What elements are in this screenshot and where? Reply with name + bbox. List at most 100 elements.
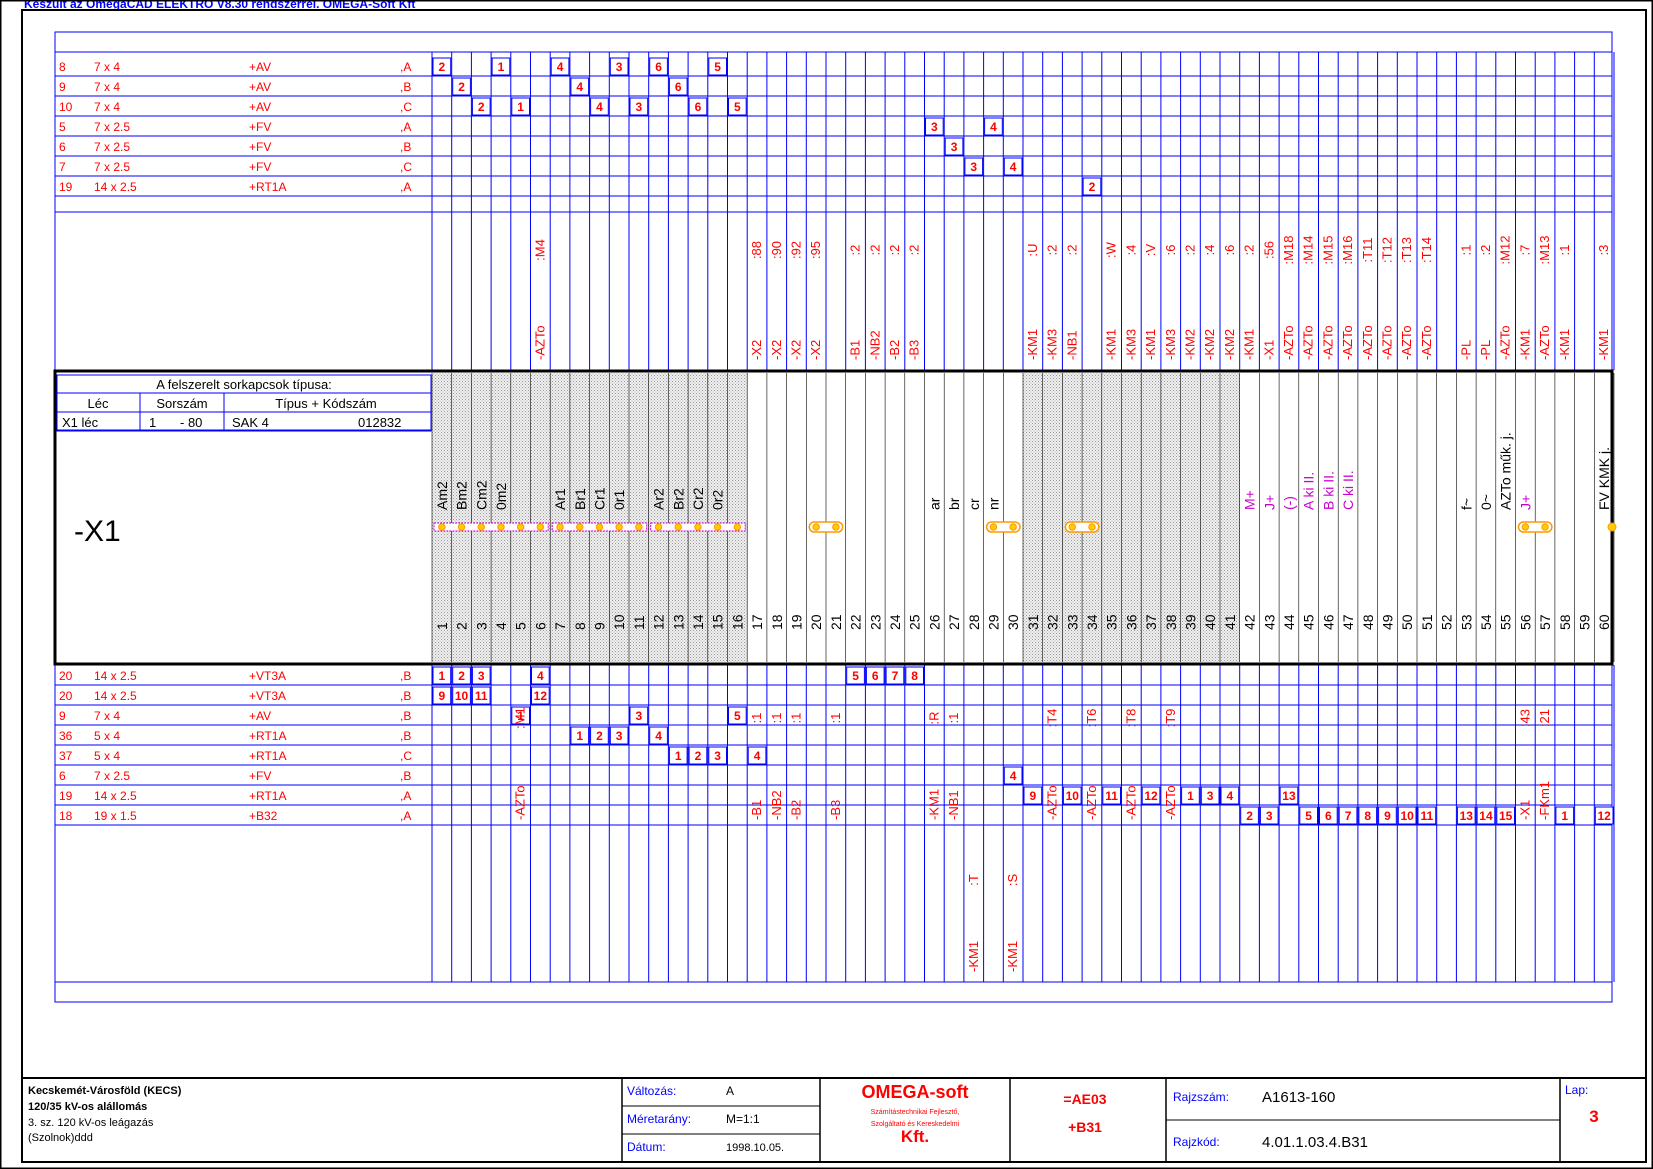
target-pin: :T11 — [1360, 237, 1375, 262]
core-box — [590, 97, 609, 116]
jumper-point — [556, 523, 564, 531]
terminal-number: 53 — [1458, 614, 1474, 630]
drawing-code-label: Rajzkód: — [1173, 1135, 1220, 1149]
terminal-label: ar — [926, 497, 942, 510]
core-number: 12 — [534, 689, 548, 703]
core-number: 1 — [498, 60, 505, 74]
target-pin: :T12 — [1379, 237, 1394, 263]
target-device: -AZTo — [1379, 325, 1394, 360]
core-box — [471, 666, 491, 685]
target-device: -KM1 — [926, 789, 941, 820]
core-box — [511, 706, 530, 725]
target-pin: :T9 — [1163, 709, 1178, 728]
terminal-label: Bm2 — [454, 481, 470, 510]
terminal-number: 42 — [1242, 614, 1258, 630]
terminal-label: Cr1 — [591, 487, 607, 510]
info-type: SAK 4 — [232, 415, 269, 430]
core-box — [885, 666, 905, 685]
core-box — [688, 746, 708, 765]
target-device: -AZTo — [1340, 325, 1355, 360]
cable-number: 20 — [59, 689, 73, 703]
cable-location: +AV — [249, 709, 271, 723]
core-number: 15 — [1499, 809, 1513, 823]
core-number: 6 — [872, 669, 879, 683]
cable-location: +RT1A — [249, 180, 286, 194]
target-device: -X2 — [808, 340, 823, 360]
terminal-label: nr — [985, 497, 1001, 510]
terminal-number: 43 — [1261, 614, 1277, 630]
scale-value: M=1:1 — [726, 1112, 760, 1126]
core-box — [452, 666, 471, 685]
target-pin: :M15 — [1320, 236, 1335, 265]
cable-phase: ,C — [400, 100, 412, 114]
core-box — [1023, 786, 1043, 805]
terminal-number: 22 — [848, 614, 864, 630]
info-title: A felszerelt sorkapcsok típusa: — [156, 377, 332, 392]
target-pin: :T14 — [1419, 237, 1434, 263]
terminal-number: 6 — [532, 622, 548, 630]
core-box — [668, 77, 688, 96]
project-line1: Kecskemét-Városföld (KECS) — [28, 1085, 182, 1097]
target-device: -AZTo — [1399, 325, 1414, 360]
target-device: -KM1 — [1025, 329, 1040, 360]
core-box — [747, 746, 767, 765]
core-box — [964, 157, 984, 176]
core-number: 3 — [636, 100, 643, 114]
sheet-label: Lap: — [1565, 1083, 1588, 1097]
core-number: 4 — [1227, 789, 1234, 803]
target-device: -KM1 — [1104, 329, 1119, 360]
core-box — [609, 726, 629, 745]
terminal-number: 10 — [611, 614, 627, 630]
jumper-point — [576, 523, 584, 531]
jumper-point — [1088, 523, 1096, 531]
target-pin: :M13 — [1537, 236, 1552, 265]
cable-size: 7 x 4 — [94, 709, 120, 723]
target-pin: :M16 — [1340, 236, 1355, 265]
core-box — [925, 117, 944, 136]
jumper-point — [1521, 523, 1530, 531]
core-box — [1299, 806, 1319, 825]
core-number: 11 — [475, 689, 488, 703]
cable-phase: ,A — [400, 789, 411, 803]
target-device: -KM3 — [1045, 329, 1060, 360]
core-box — [1279, 786, 1299, 805]
jumper-bridge — [433, 522, 549, 532]
cable-phase: ,B — [400, 769, 411, 783]
cable-phase: ,C — [400, 749, 412, 763]
terminal-label: Ar2 — [651, 488, 667, 510]
terminal-label: AZTo műk. j. — [1498, 432, 1514, 510]
terminal-number: 59 — [1576, 614, 1592, 630]
core-box — [629, 97, 649, 116]
strip-name: -X1 — [74, 515, 121, 548]
terminal-number: 57 — [1537, 614, 1553, 630]
terminal-number: 35 — [1104, 614, 1120, 630]
cable-location: +FV — [249, 140, 271, 154]
core-number: 3 — [1207, 789, 1214, 803]
target-device: -NB2 — [867, 330, 882, 360]
target-pin: :6 — [1163, 245, 1178, 256]
core-number: 5 — [734, 100, 741, 114]
target-device: -X2 — [769, 340, 784, 360]
core-number: 6 — [655, 60, 662, 74]
target-pin: :4 — [1202, 245, 1217, 256]
target-pin: :2 — [1045, 245, 1060, 256]
terminal-shading — [629, 373, 649, 662]
terminal-number: 41 — [1222, 614, 1238, 630]
target-device: -AZTo — [1163, 785, 1178, 820]
core-box — [668, 746, 688, 765]
core-box — [1555, 806, 1575, 825]
target-device: -PL — [1458, 340, 1473, 360]
cable-location: +VT3A — [249, 689, 286, 703]
target-device: -KM2 — [1222, 329, 1237, 360]
terminal-label: FV KMK j. — [1596, 447, 1612, 510]
core-box — [708, 746, 727, 765]
core-box — [1220, 786, 1240, 805]
terminal-number: 19 — [788, 614, 804, 630]
core-box — [629, 706, 649, 725]
target-pin: :2 — [848, 245, 863, 256]
terminal-number: 16 — [729, 614, 745, 630]
terminal-shading — [1042, 373, 1063, 662]
terminal-number: 15 — [710, 614, 726, 630]
target-device: -AZTo — [1123, 785, 1138, 820]
core-box — [846, 666, 865, 685]
